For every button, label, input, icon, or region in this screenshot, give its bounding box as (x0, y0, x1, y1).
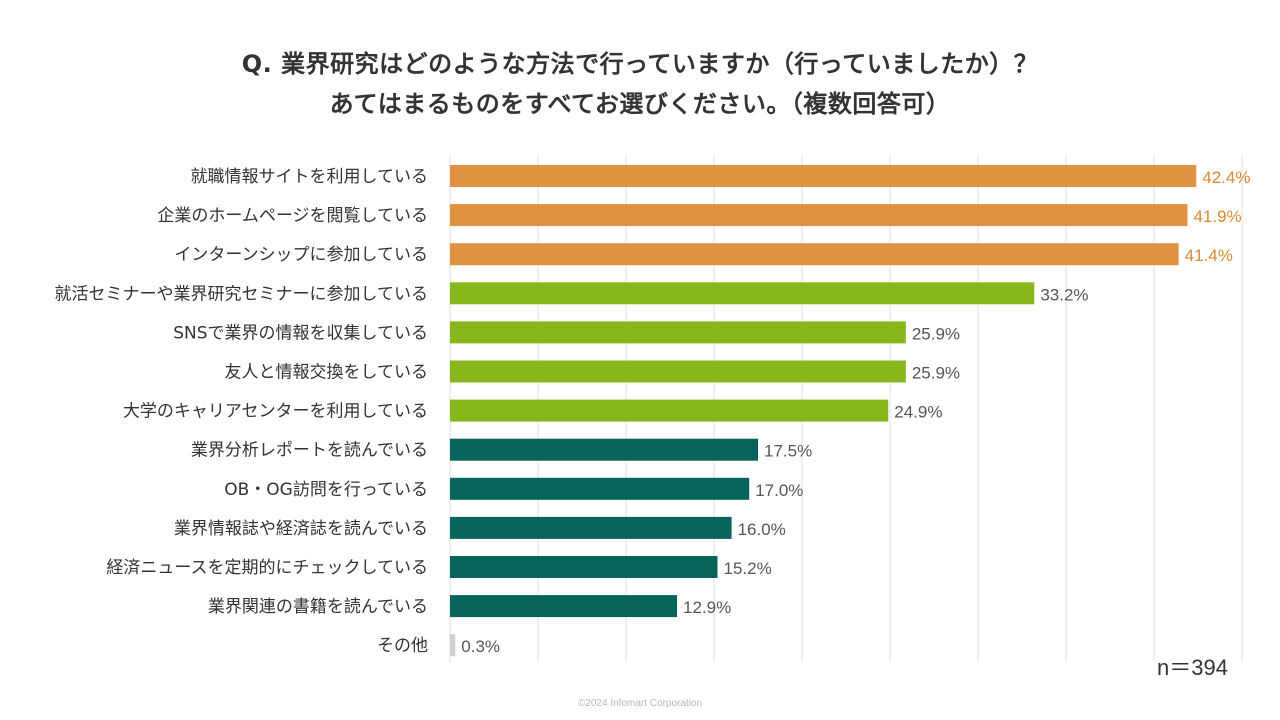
value-label: 41.4% (1185, 246, 1233, 265)
category-label: 友人と情報交換をしている (225, 363, 429, 383)
category-label: 経済ニュースを定期的にチェックしている (106, 558, 428, 578)
value-label: 42.4% (1202, 168, 1250, 187)
bar (450, 438, 758, 461)
value-label: 15.2% (724, 559, 772, 578)
copyright-footer: ©2024 Infomart Corporation (577, 698, 703, 709)
bar (450, 595, 678, 618)
bar (450, 516, 732, 539)
bar (450, 243, 1179, 266)
bar (450, 477, 750, 500)
value-label: 25.9% (912, 364, 960, 383)
chart-title: Q. 業界研究はどのような方法で行っていますか（行っていましたか）？ (241, 50, 1039, 78)
label-layer: 就職情報サイトを利用している 42.4% 企業のホームページを閲覧している 41.9%… (55, 167, 1251, 656)
bar (450, 204, 1188, 227)
value-label: 24.9% (894, 403, 942, 422)
value-label: 33.2% (1040, 285, 1088, 304)
bar (450, 282, 1035, 305)
value-label: 41.9% (1193, 207, 1241, 226)
bar (450, 556, 718, 578)
category-label: 業界関連の書籍を読んでいる (208, 597, 428, 617)
sample-size-label: n＝394 (1157, 655, 1228, 680)
bar (450, 165, 1197, 187)
bar (450, 360, 906, 383)
category-label: 業界情報誌や経済誌を読んでいる (174, 519, 428, 539)
category-label: 企業のホームページを閲覧している (157, 206, 428, 226)
category-label: 就活セミナーや業界研究セミナーに参加している (55, 284, 429, 304)
category-label: SNSで業界の情報を収集している (173, 323, 428, 343)
bar (450, 321, 906, 344)
value-label: 17.5% (764, 442, 812, 461)
category-label: その他 (377, 636, 428, 656)
value-label: 25.9% (912, 324, 960, 343)
value-label: 17.0% (755, 481, 803, 500)
value-label: 0.3% (461, 637, 500, 656)
value-label: 12.9% (683, 598, 731, 617)
category-label: OB・OG訪問を行っている (224, 480, 428, 500)
category-label: インターンシップに参加している (174, 245, 428, 265)
value-label: 16.0% (738, 520, 786, 539)
bar-layer (450, 165, 1197, 657)
category-label: 大学のキャリアセンターを利用している (123, 402, 428, 422)
chart-subtitle: あてはまるものをすべてお選びください。（複数回答可） (329, 90, 951, 118)
category-label: 就職情報サイトを利用している (191, 167, 429, 187)
bar (450, 634, 456, 657)
category-label: 業界分析レポートを読んでいる (191, 441, 428, 461)
bar (450, 399, 889, 422)
